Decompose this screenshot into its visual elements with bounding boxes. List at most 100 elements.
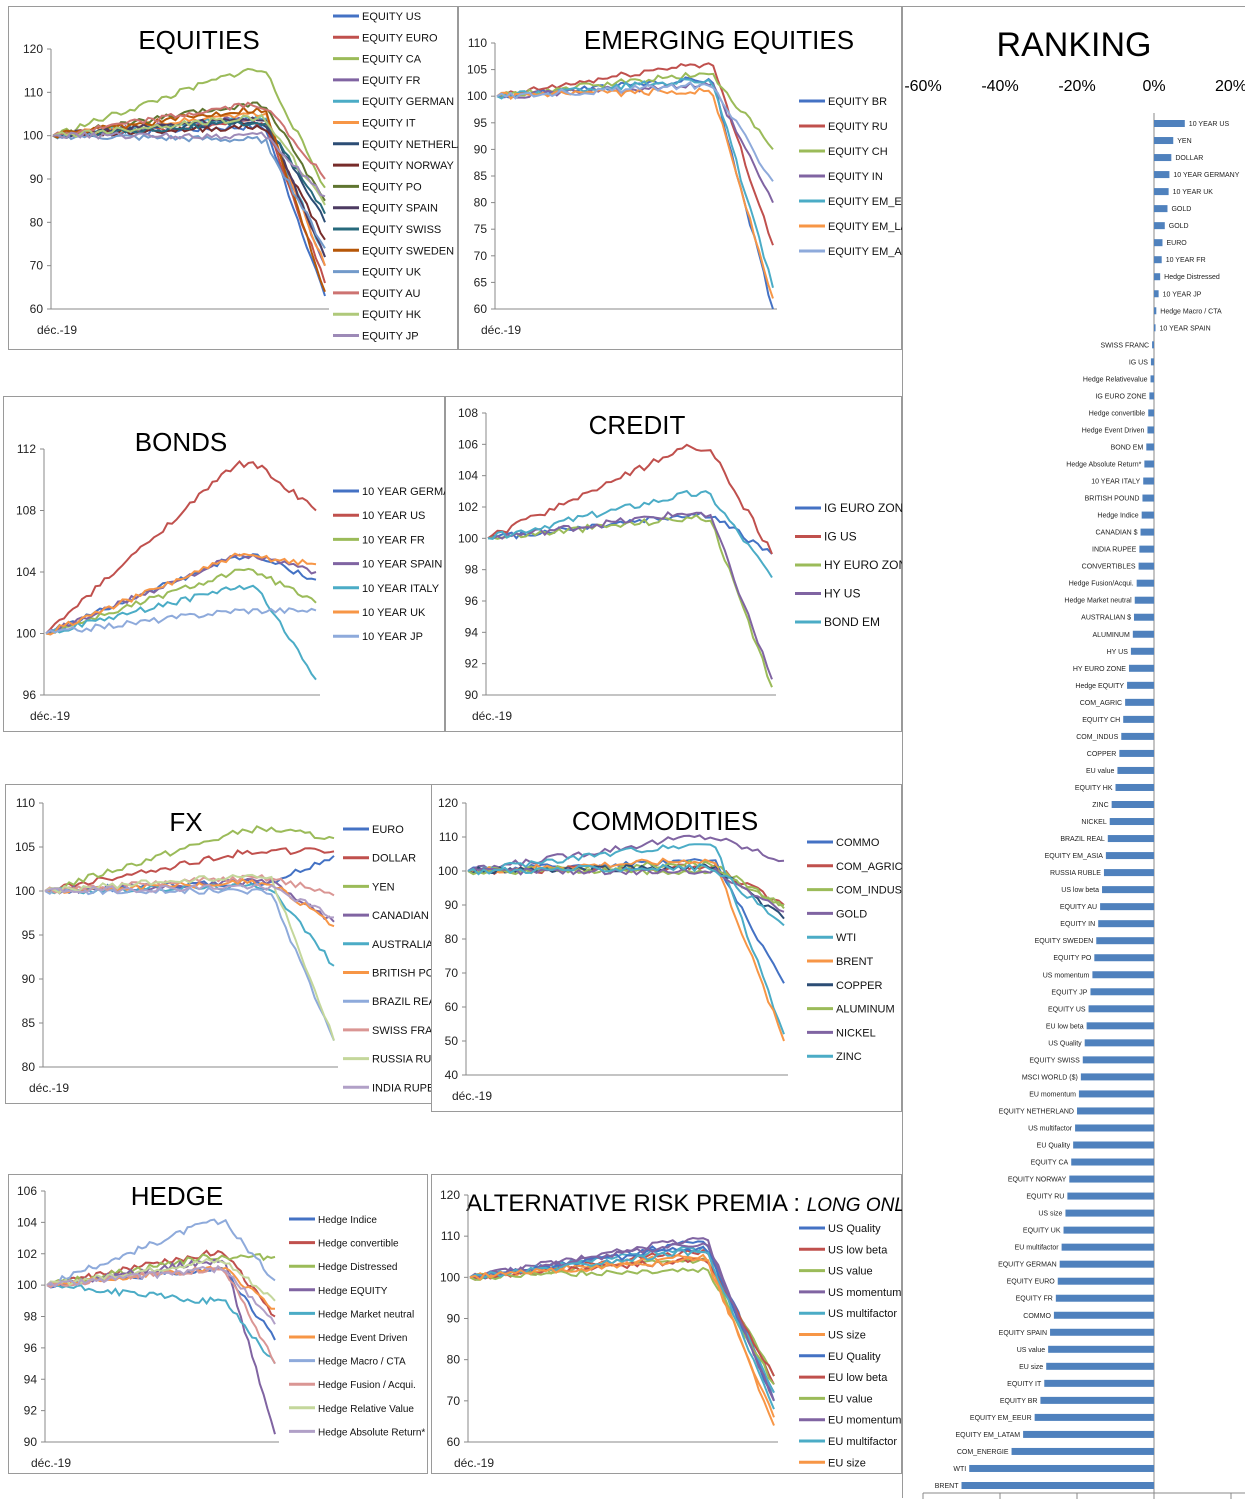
y-tick-label: 104 — [17, 1215, 37, 1229]
ranking-bar-label: EQUITY SWISS — [1029, 1057, 1080, 1064]
credit-title: CREDIT — [589, 410, 686, 440]
legend-label: RUSSIA RUBLE — [372, 1054, 446, 1066]
ranking-bar-label: GOLD — [1171, 206, 1191, 213]
y-tick-label: 95 — [22, 928, 36, 942]
y-tick-label: 92 — [465, 657, 479, 671]
ranking-bar-label: EQUITY PO — [1053, 955, 1092, 962]
legend-label: EU low beta — [828, 1372, 888, 1384]
legend-label: EQUITY IN — [828, 171, 883, 183]
series-line — [487, 510, 773, 680]
ranking-chart-panel: RANKING -60% -40% -20% 0% 20% 10 YEAR US YEN DOL… — [902, 6, 1245, 1499]
y-tick-label: 102 — [17, 1247, 37, 1261]
series-line — [487, 514, 773, 688]
ranking-bar-label: COMMO — [1023, 1313, 1051, 1320]
commodities-chart-panel: COMMODITIES 40 50 60 70 80 90 100 110 120 déc.-19 C… — [431, 784, 903, 1112]
legend-label: BRAZIL REAL — [372, 996, 442, 1008]
ranking-bar — [1154, 205, 1168, 213]
ranking-bar-label: COM_INDUS — [1076, 734, 1118, 741]
legend-label: COMMO — [836, 837, 880, 849]
ranking-bar-label: EU Quality — [1037, 1143, 1071, 1150]
ranking-bar — [1011, 1447, 1154, 1455]
ranking-bar-label: EQUITY HK — [1075, 785, 1113, 792]
ranking-bar-label: MSCI WORLD ($) — [1022, 1074, 1078, 1081]
series-line — [467, 843, 785, 1035]
legend-label: US size — [828, 1330, 866, 1342]
ranking-bar-label: Hedge convertible — [1089, 410, 1146, 417]
emerging-chart-panel: EMERGING EQUITIES 60 65 70 75 80 85 90 95 100 105 1… — [458, 6, 903, 350]
ranking-bar-label: EQUITY CH — [1082, 717, 1120, 724]
ranking-bar — [1050, 1328, 1154, 1336]
ranking-bar-label: Hedge Indice — [1097, 513, 1138, 520]
y-tick-label: 90 — [447, 1312, 461, 1326]
legend-label: Hedge convertible — [318, 1239, 399, 1250]
legend-label: EQUITY EM_LATA — [828, 221, 903, 233]
ranking-bar — [1154, 154, 1172, 162]
series-line — [46, 1284, 276, 1365]
ranking-bar — [1090, 988, 1154, 996]
legend-label: 10 YEAR US — [362, 510, 425, 522]
series-line — [487, 443, 773, 555]
legend-label: BRITISH POUND — [372, 968, 446, 980]
y-tick-label: 100 — [16, 627, 36, 641]
ranking-bar-label: WTI — [953, 1466, 966, 1473]
ranking-bar-label: EU multifactor — [1015, 1245, 1060, 1252]
legend-label: AUSTRALIAN $ — [372, 939, 446, 951]
series-line — [52, 116, 326, 258]
y-tick-label: 94 — [24, 1372, 38, 1386]
ranking-bar — [1134, 596, 1154, 604]
legend-label: EQUITY BR — [828, 96, 887, 108]
legend-label: COM_AGRIC — [836, 861, 903, 873]
ranking-bar — [1077, 1107, 1154, 1115]
ranking-bar-label: EQUITY NORWAY — [1008, 1177, 1067, 1184]
ranking-bar — [1127, 681, 1154, 689]
ranking-bar — [1154, 290, 1159, 298]
y-tick-label: 80 — [30, 215, 44, 229]
ranking-bar — [1067, 1192, 1154, 1200]
legend-label: EQUITY SPAIN — [362, 203, 438, 215]
ranking-bar — [1073, 1141, 1154, 1149]
ranking-bar — [1146, 443, 1154, 451]
y-tick-label: 80 — [445, 932, 459, 946]
series-line — [52, 113, 326, 206]
y-tick-label: 90 — [445, 898, 459, 912]
arp-svg: ALTERNATIVE RISK PREMIA : LONG ONLY 60 70 8… — [440, 1188, 903, 1470]
series-line — [44, 882, 335, 919]
ranking-x-tick-label: -40% — [981, 78, 1018, 95]
legend-label: EQUITY SWISS — [362, 224, 441, 236]
ranking-bar — [1123, 715, 1154, 723]
ranking-bar — [1046, 1362, 1154, 1370]
ranking-bar-label: EQUITY JP — [1051, 989, 1087, 996]
series-line — [46, 1257, 276, 1302]
ranking-bar — [1109, 818, 1154, 826]
hedge-svg: HEDGE 90 92 94 96 98 100 102 104 106 déc.-19 Hedge … — [17, 1181, 425, 1470]
y-tick-label: 80 — [474, 196, 488, 210]
commodities-svg: COMMODITIES 40 50 60 70 80 90 100 110 120 déc.-19 C… — [438, 796, 903, 1103]
ranking-bar-label: US value — [1017, 1347, 1046, 1354]
series-line — [52, 101, 326, 180]
y-tick-label: 60 — [474, 302, 488, 316]
ranking-bar — [1121, 732, 1154, 740]
legend-label: EQUITY EURO — [362, 32, 438, 44]
ranking-bar-label: 10 YEAR SPAIN — [1160, 325, 1211, 332]
legend-label: Hedge Absolute Return* — [318, 1427, 425, 1438]
ranking-bar — [1115, 783, 1154, 791]
y-tick-label: 120 — [23, 42, 43, 56]
ranking-bar-label: YEN — [1177, 138, 1191, 145]
ranking-bar-label: US Quality — [1048, 1040, 1082, 1047]
ranking-bar-label: Hedge Market neutral — [1064, 598, 1132, 605]
y-tick-label: 65 — [474, 275, 488, 289]
series-line — [469, 1253, 775, 1426]
ranking-bar-label: CANADIAN $ — [1096, 530, 1138, 537]
ranking-bar-label: COPPER — [1087, 751, 1117, 758]
legend-label: EQUITY HK — [362, 309, 422, 321]
ranking-bar — [1154, 273, 1161, 281]
y-tick-label: 70 — [474, 249, 488, 263]
y-tick-label: 108 — [16, 504, 36, 518]
ranking-bar-label: Hedge Event Driven — [1082, 427, 1145, 434]
ranking-bar-label: EQUITY IT — [1007, 1381, 1042, 1388]
legend-label: EU multifactor — [828, 1436, 897, 1448]
y-tick-label: 85 — [22, 1016, 36, 1030]
y-tick-label: 105 — [467, 63, 487, 77]
legend-label: Hedge Indice — [318, 1215, 377, 1226]
ranking-svg: RANKING -60% -40% -20% 0% 20% 10 YEAR US YEN DOL… — [904, 26, 1245, 1499]
